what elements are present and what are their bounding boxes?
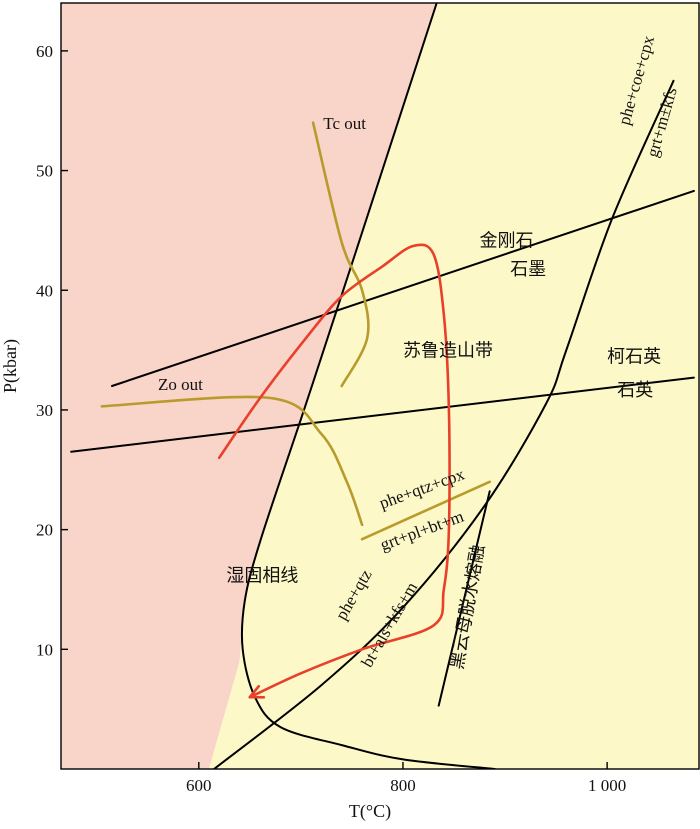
y-tick-label: 30 <box>36 401 53 420</box>
line-phe+qtz+cpx <box>360 480 491 541</box>
y-axis-label: P(kbar) <box>0 339 21 393</box>
line-diamond-graphite <box>111 189 695 387</box>
line-biotite-dehydration-melting <box>437 490 491 707</box>
y-tick-label: 10 <box>36 640 53 659</box>
annotation-label: 石英 <box>617 380 653 400</box>
ptt-arrowhead <box>248 685 266 699</box>
annotation-label: 柯石英 <box>607 347 661 367</box>
line-tc-out <box>311 121 370 388</box>
line-zo-out <box>100 395 364 527</box>
x-tick-label: 600 <box>186 776 212 795</box>
annotation-label: Tc out <box>323 114 366 133</box>
y-tick-label: 50 <box>36 162 53 181</box>
plot-frame <box>60 2 700 770</box>
y-tick-label: 20 <box>36 521 53 540</box>
line-phe+coe+cpx <box>213 79 675 769</box>
annotation-label: 金刚石 <box>480 231 534 251</box>
x-axis-label: T(°C) <box>349 801 391 822</box>
field-left <box>61 3 437 769</box>
annotation-label: 湿固相线 <box>226 566 298 586</box>
line-ptt-path <box>217 243 451 699</box>
y-tick-label: 40 <box>36 281 53 300</box>
annotation-label: 苏鲁造山带 <box>403 341 493 361</box>
x-tick-label: 1 000 <box>588 776 626 795</box>
annotation-label: Zo out <box>158 375 203 394</box>
line-coesite-quartz <box>70 376 695 453</box>
line-layer <box>70 3 695 769</box>
annotation-label: 石墨 <box>510 259 546 279</box>
y-tick-label: 60 <box>36 42 53 61</box>
x-tick-label: 800 <box>390 776 416 795</box>
field-right <box>209 3 699 769</box>
field-layer <box>61 3 699 769</box>
line-wet-solidus <box>240 3 496 769</box>
